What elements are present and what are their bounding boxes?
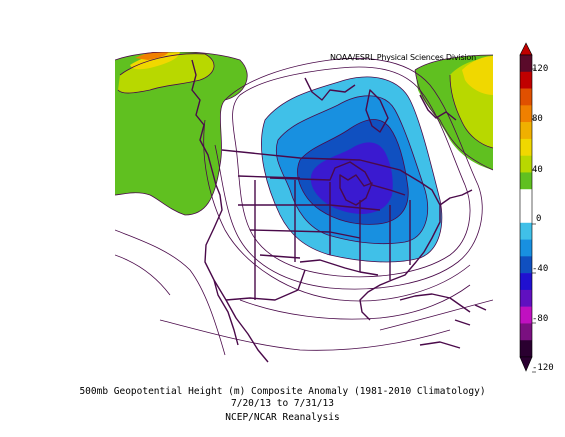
map-field: [115, 52, 493, 370]
colorbar-tick: -80: [532, 314, 549, 324]
colorbar-top-arrow: [519, 42, 533, 56]
colorbar-segment: [520, 172, 532, 190]
colorbar-segment: [520, 122, 532, 140]
colorbar-tick: 120: [532, 64, 549, 74]
colorbar-tick: -40: [532, 264, 549, 274]
positive-anomaly-northwest: [115, 52, 248, 215]
colorbar-segment: [520, 138, 532, 156]
colorbar-segment: [520, 289, 532, 307]
colorbar-segment: [520, 239, 532, 257]
colorbar-segment: [520, 306, 532, 324]
caption-dates: 7/20/13 to 7/31/13: [231, 398, 334, 409]
caption-title: 500mb Geopotential Height (m) Composite …: [79, 386, 486, 397]
coastlines-and-borders: [191, 59, 487, 363]
colorbar-segment: [520, 206, 532, 224]
colorbar-tick: 0: [536, 214, 542, 224]
colorbar-segment: [520, 88, 532, 106]
colorbar: [519, 42, 536, 373]
colorbar-segment: [520, 155, 532, 173]
credit-label: NOAA/ESRL Physical Sciences Division: [330, 53, 476, 62]
colorbar-segment: [520, 340, 532, 358]
colorbar-segment: [520, 256, 532, 274]
colorbar-segment: [520, 55, 532, 73]
colorbar-bottom-arrow: [519, 356, 533, 372]
colorbar-segment: [520, 323, 532, 341]
colorbar-segment: [520, 189, 532, 207]
caption-source: NCEP/NCAR Reanalysis: [225, 412, 340, 423]
colorbar-tick: 80: [532, 114, 543, 124]
colorbar-segment: [520, 71, 532, 89]
colorbar-tick: 40: [532, 165, 543, 175]
colorbar-segment: [520, 105, 532, 123]
colorbar-segment: [520, 222, 532, 240]
colorbar-segment: [520, 273, 532, 291]
colorbar-tick: -120: [532, 363, 554, 373]
